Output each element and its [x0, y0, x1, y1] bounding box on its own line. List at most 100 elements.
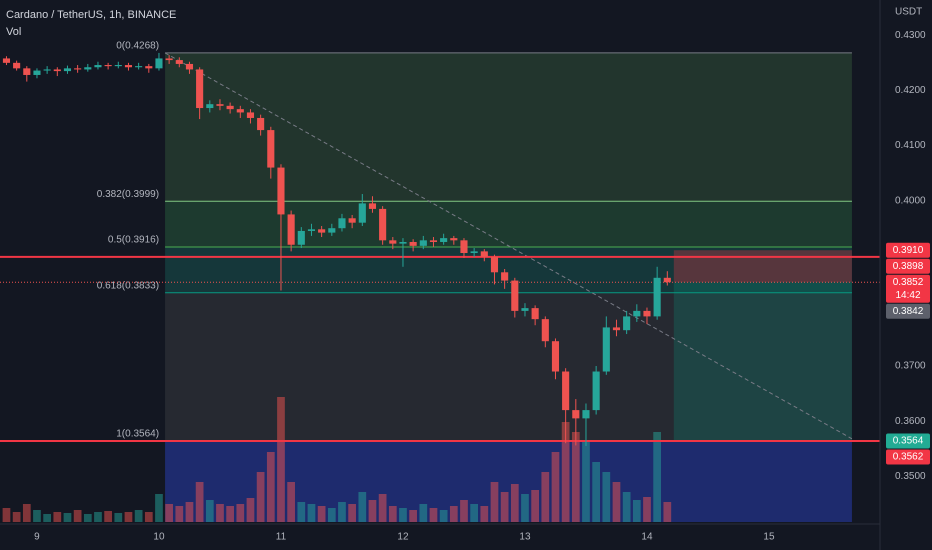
- volume-bar: [246, 498, 255, 522]
- candle-body: [541, 319, 549, 342]
- candle-body: [501, 272, 509, 281]
- volume-bar: [378, 494, 387, 522]
- volume-bar: [216, 504, 224, 522]
- volume-bar: [53, 512, 62, 522]
- x-tick-label: 13: [519, 532, 531, 543]
- y-tick-label: 0.4000: [895, 195, 926, 206]
- candle-body: [460, 240, 468, 254]
- candle-body: [582, 410, 590, 419]
- candle-body: [399, 241, 407, 244]
- candle-body: [562, 371, 570, 411]
- candle-body: [307, 229, 316, 231]
- volume-bar: [460, 500, 468, 522]
- fib-label: 0(0.4268): [116, 41, 159, 52]
- x-tick-label: 10: [153, 532, 165, 543]
- volume-bar: [83, 514, 92, 522]
- candle-body: [511, 280, 519, 311]
- volume-bar: [134, 510, 143, 522]
- volume-bar: [368, 500, 377, 522]
- candle-body: [13, 62, 21, 69]
- y-tick-label: 0.3600: [895, 416, 926, 427]
- fib-label: 0.382(0.3999): [97, 189, 159, 200]
- volume-bar: [73, 510, 82, 522]
- candle-body: [623, 316, 631, 331]
- x-tick-label: 9: [34, 532, 40, 543]
- volume-bar: [531, 490, 539, 522]
- volume-bar: [144, 512, 153, 522]
- volume-bar: [226, 506, 234, 522]
- fib-zone: [165, 201, 852, 247]
- price-badge-label: 0.3842: [893, 306, 924, 317]
- candle-body: [277, 167, 285, 215]
- candle-body: [429, 240, 438, 242]
- volume-bar: [561, 422, 570, 522]
- candle-body: [480, 251, 488, 257]
- candle-body: [643, 310, 651, 317]
- price-badge: [886, 303, 930, 319]
- volume-bar: [348, 504, 356, 522]
- y-tick-label: 0.3500: [895, 471, 926, 482]
- candle-body: [155, 58, 163, 69]
- candle-body: [63, 68, 72, 72]
- candle-body: [124, 65, 133, 68]
- price-badge: [886, 433, 930, 449]
- candle-body: [338, 218, 346, 229]
- fib-label: 1(0.3564): [116, 429, 159, 440]
- candle-body: [328, 228, 336, 233]
- candle-body: [358, 203, 366, 223]
- volume-bar: [287, 482, 295, 522]
- candle-body: [592, 371, 600, 411]
- volume-bar: [653, 432, 662, 522]
- candle-body: [246, 112, 255, 118]
- price-badge-label: 0.3910: [893, 245, 924, 256]
- volume-bar: [571, 432, 580, 522]
- volume-bar: [643, 497, 651, 522]
- volume-bar: [602, 472, 611, 522]
- volume-bar: [582, 442, 590, 522]
- candle-body: [531, 308, 539, 320]
- position-stop-zone: [673, 250, 852, 283]
- position-target-zone: [673, 282, 852, 441]
- price-badge-label: 0.3852: [893, 277, 924, 288]
- candle-body: [521, 308, 529, 311]
- candle-body: [267, 130, 275, 168]
- currency-label: USDT: [895, 7, 922, 18]
- candle-body: [23, 68, 31, 75]
- y-tick-label: 0.4100: [895, 140, 926, 151]
- candle-body: [114, 65, 122, 67]
- volume-bar: [439, 510, 448, 522]
- candle-body: [84, 67, 92, 70]
- x-tick-label: 11: [276, 532, 287, 543]
- volume-bar: [480, 506, 489, 522]
- candle-body: [196, 69, 204, 109]
- fib-zone: [165, 52, 852, 202]
- candle-body: [653, 277, 661, 317]
- volume-bar: [307, 504, 316, 522]
- volume-label: Vol: [6, 26, 21, 38]
- volume-bar: [256, 472, 265, 522]
- volume-bar: [22, 504, 31, 522]
- candle-body: [419, 240, 427, 246]
- candle-body: [450, 238, 458, 241]
- fib-label: 0.5(0.3916): [108, 235, 159, 246]
- candle-body: [2, 58, 11, 63]
- fib-label: 0.618(0.3833): [97, 280, 159, 291]
- volume-bar: [327, 508, 336, 522]
- volume-bar: [551, 452, 560, 522]
- trendline: [164, 52, 853, 440]
- candle-body: [379, 208, 387, 241]
- candle-body: [74, 68, 82, 70]
- candle-body: [633, 310, 641, 317]
- volume-bar: [663, 502, 672, 522]
- volume-bar: [500, 492, 509, 522]
- volume-bar: [358, 492, 367, 522]
- candle-body: [185, 63, 194, 70]
- candle-body: [348, 218, 356, 223]
- candle-body: [165, 58, 173, 61]
- candle-body: [389, 240, 397, 244]
- x-tick-label: 12: [397, 532, 409, 543]
- candle-body: [53, 69, 61, 72]
- volume-bar: [632, 500, 641, 522]
- volume-bar: [114, 513, 123, 522]
